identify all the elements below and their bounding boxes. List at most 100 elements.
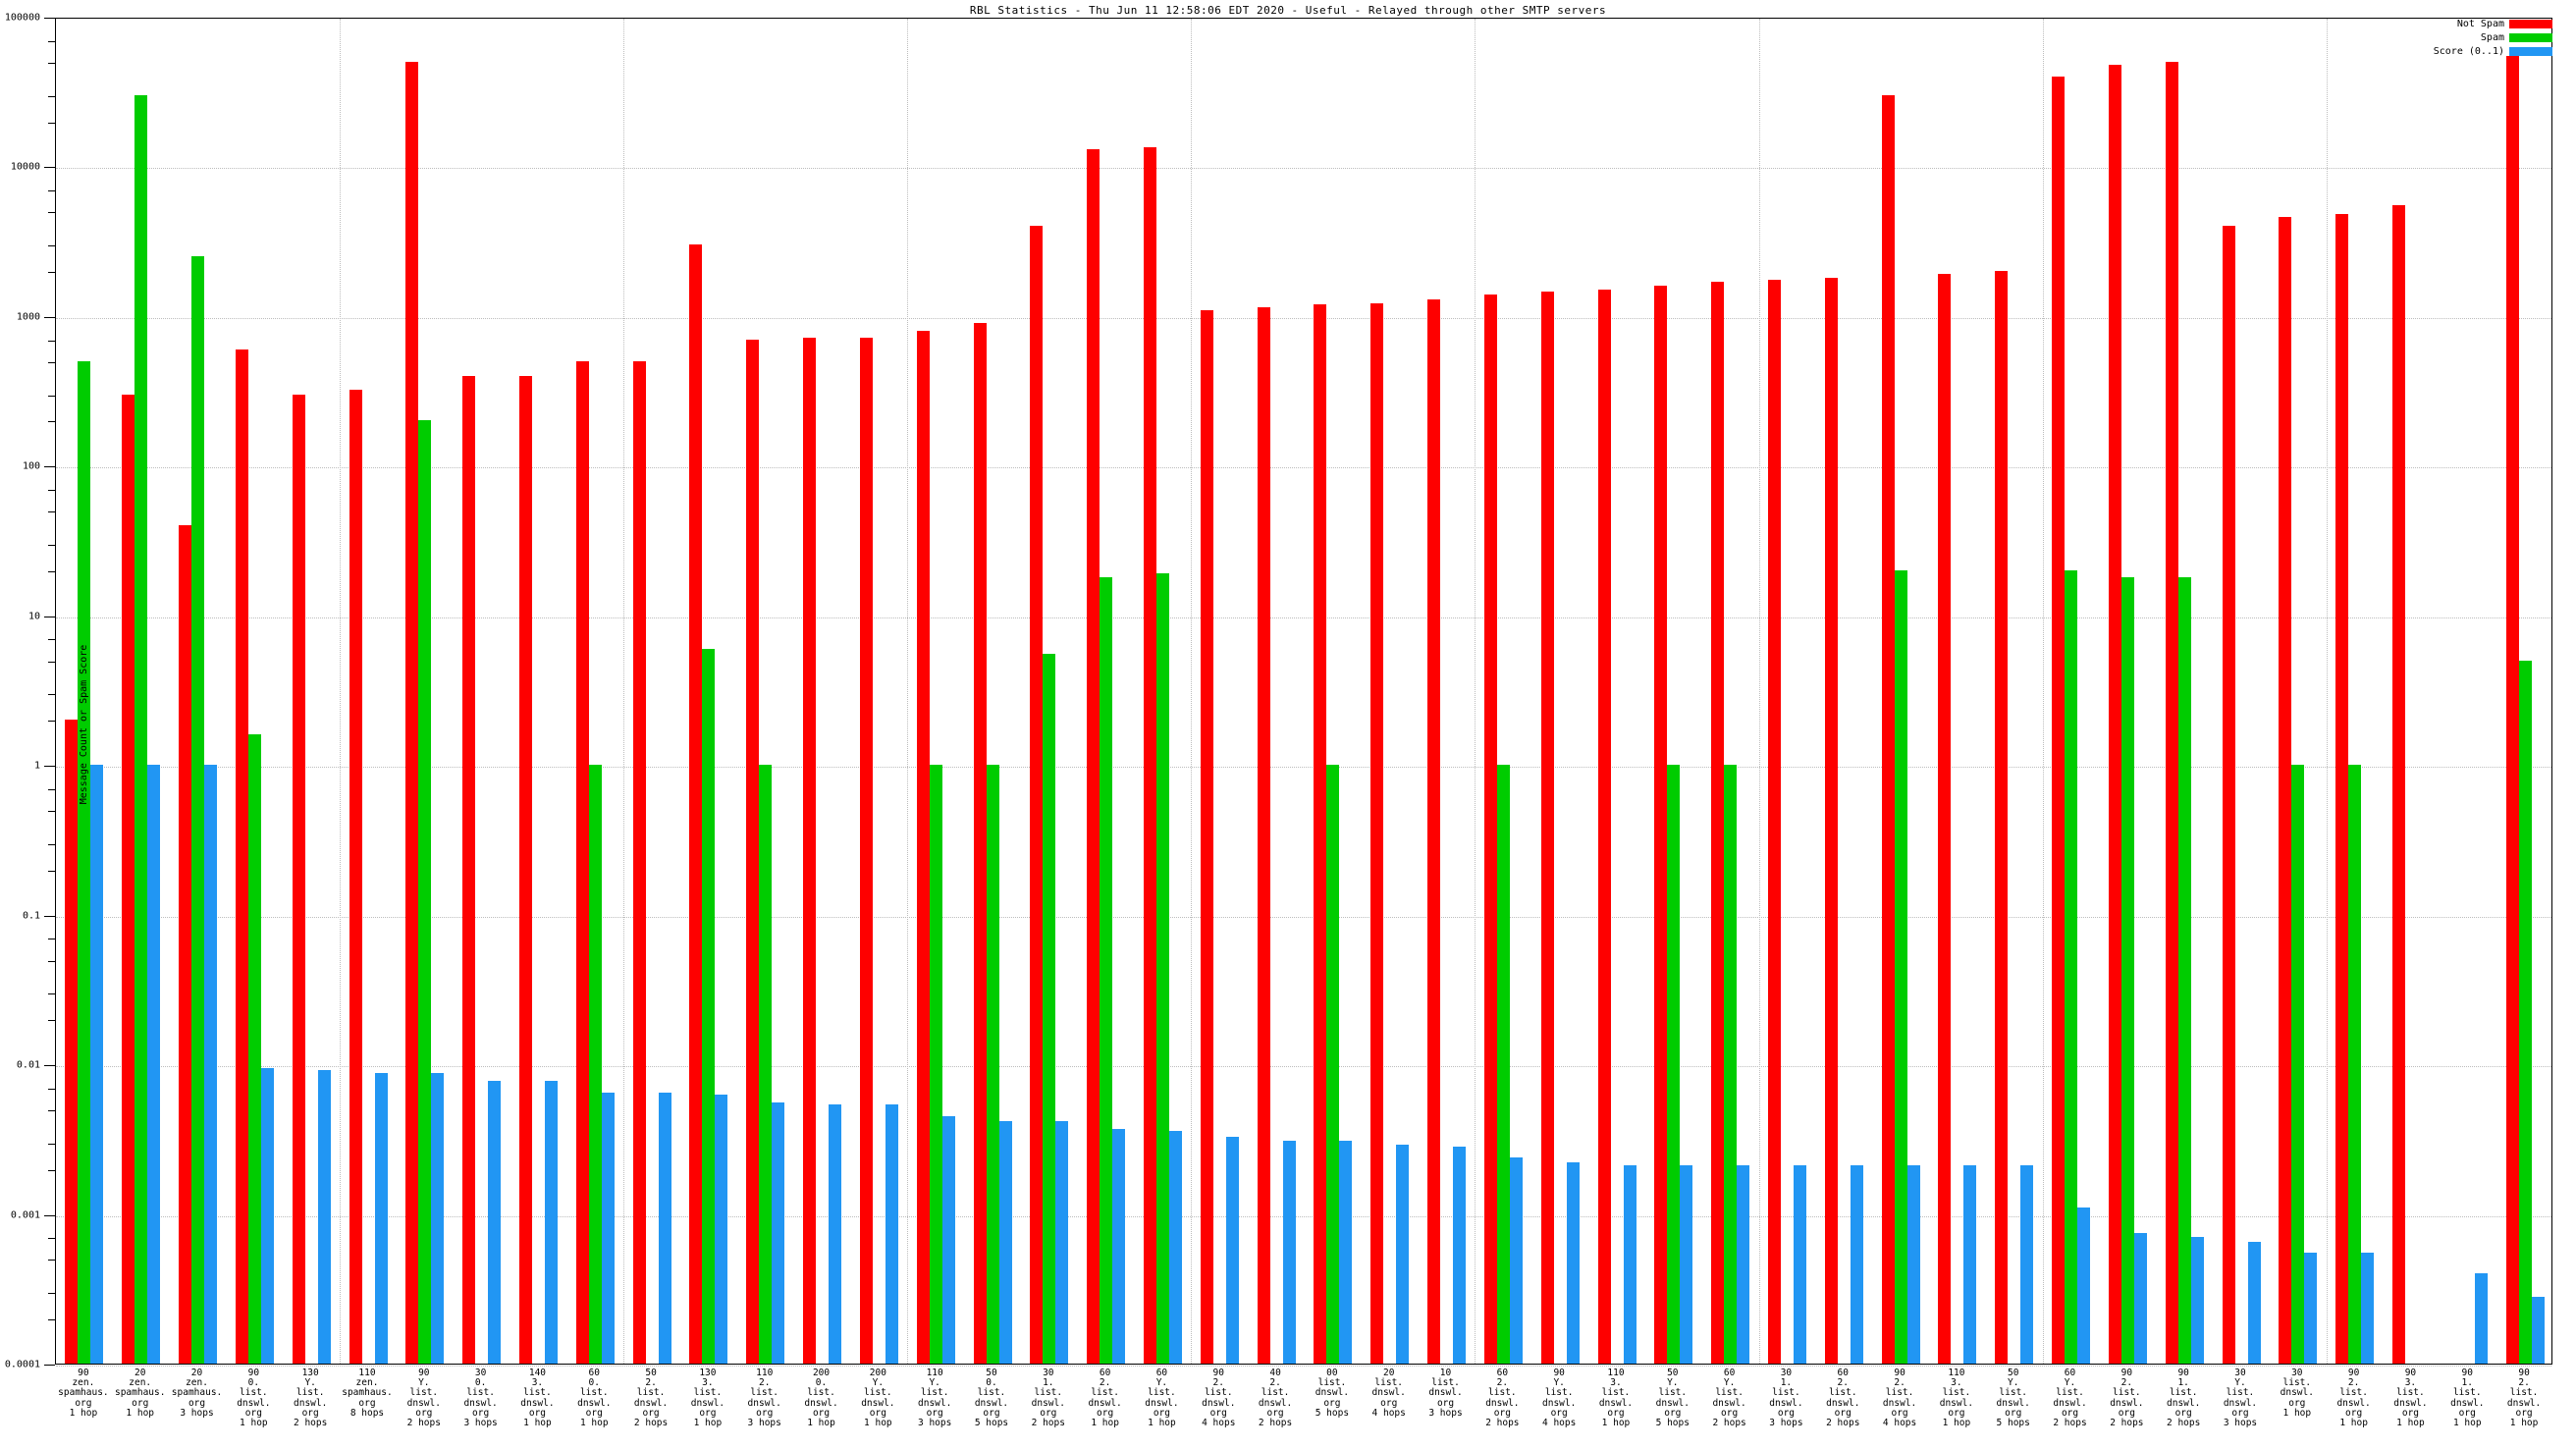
bar-score (1396, 1145, 1410, 1364)
bar-group (689, 19, 728, 1364)
bar-score (204, 765, 218, 1364)
bar-group (462, 19, 502, 1364)
bar-spam (1100, 576, 1113, 1364)
x-axis-label: 130 3. list. dnswl. org 1 hop (690, 1368, 725, 1429)
y-tick-minor (48, 190, 55, 192)
bar-score (544, 1081, 558, 1364)
y-tick-minor (48, 661, 55, 663)
x-axis-label: 110 3. list. dnswl. org 1 hop (1598, 1368, 1634, 1429)
bar-group (1314, 19, 1353, 1364)
y-tick-minor (48, 811, 55, 813)
x-axis-label: 110 3. list. dnswl. org 1 hop (1939, 1368, 1974, 1429)
bar-score (658, 1092, 671, 1364)
grid-line-vertical (340, 19, 342, 1364)
bar-spam (418, 420, 432, 1364)
x-axis-label: 00 list. dnswl. org 5 hops (1315, 1368, 1350, 1419)
grid-line-vertical (1475, 19, 1476, 1364)
x-axis-label: 90 2. list. dnswl. org 4 hops (1882, 1368, 1917, 1429)
grid-line-horizontal (56, 1215, 2551, 1217)
bar-score (147, 765, 161, 1364)
bar-spam (702, 648, 716, 1364)
bar-group (1257, 19, 1296, 1364)
y-axis-title: Message Count or Spam Score (78, 644, 89, 805)
bar-not-spam (462, 375, 476, 1364)
grid-line-horizontal (56, 317, 2551, 319)
grid-line-horizontal (56, 467, 2551, 469)
y-tick-label: 0.1 (22, 910, 40, 922)
bar-group (1143, 19, 1182, 1364)
bar-not-spam (2391, 205, 2405, 1364)
bar-group (292, 19, 331, 1364)
bar-spam (929, 765, 942, 1364)
y-tick-minor (48, 511, 55, 513)
y-tick-minor (48, 1260, 55, 1261)
bar-score (1963, 1165, 1977, 1364)
x-axis-label: 50 Y. list. dnswl. org 5 hops (1996, 1368, 2030, 1429)
bar-score (1055, 1120, 1069, 1364)
bar-group (2052, 19, 2091, 1364)
grid-line-vertical (907, 19, 909, 1364)
bar-score (1509, 1156, 1523, 1364)
y-tick-minor (48, 694, 55, 696)
y-tick-minor (48, 1143, 55, 1145)
bar-not-spam (2108, 64, 2121, 1364)
legend-swatch-spam (2509, 33, 2552, 42)
y-tick-minor (48, 1169, 55, 1171)
legend-label-not-spam: Not Spam (2456, 19, 2504, 29)
y-tick-major (44, 316, 55, 318)
x-axis-label: 30 0. list. dnswl. org 3 hops (463, 1368, 498, 1429)
bar-not-spam (803, 337, 817, 1364)
y-tick-minor (48, 870, 55, 872)
bar-group (632, 19, 671, 1364)
bar-not-spam (1767, 279, 1781, 1364)
bar-score (829, 1103, 842, 1364)
y-tick-minor (48, 788, 55, 790)
bar-score (1793, 1165, 1806, 1364)
bar-group (1087, 19, 1126, 1364)
bar-group (1995, 19, 2034, 1364)
x-axis-labels: 90 zen. spamhaus. org 1 hop 20 zen. spamh… (55, 1368, 2552, 1449)
bar-group (2335, 19, 2375, 1364)
bar-not-spam (349, 390, 362, 1364)
bar-group (405, 19, 445, 1364)
bar-score (885, 1103, 898, 1364)
bar-group (1654, 19, 1693, 1364)
bar-group (1483, 19, 1523, 1364)
y-tick-major (44, 915, 55, 917)
bar-not-spam (1143, 146, 1156, 1364)
y-tick-minor (48, 639, 55, 641)
bar-not-spam (65, 720, 79, 1364)
bar-not-spam (575, 360, 589, 1364)
bar-not-spam (2279, 216, 2292, 1364)
x-axis-label: 20 list. dnswl. org 4 hops (1371, 1368, 1406, 1419)
x-axis-label: 10 list. dnswl. org 3 hops (1428, 1368, 1463, 1419)
y-tick-minor (48, 271, 55, 273)
bar-spam (2120, 576, 2134, 1364)
bar-group (1767, 19, 1806, 1364)
bar-group (2391, 19, 2431, 1364)
x-axis-label: 200 Y. list. dnswl. org 1 hop (861, 1368, 895, 1429)
y-tick-label: 10000 (10, 161, 40, 173)
bar-group (973, 19, 1012, 1364)
x-axis-label: 90 2. list. dnswl. org 2 hops (2110, 1368, 2144, 1429)
bar-not-spam (1597, 290, 1611, 1364)
bar-score (2361, 1253, 2375, 1364)
bar-score (1906, 1165, 1920, 1364)
x-axis-label: 90 Y. list. dnswl. org 4 hops (1542, 1368, 1577, 1429)
bar-not-spam (1427, 298, 1441, 1364)
grid-line-horizontal (56, 168, 2551, 170)
bar-group (1881, 19, 1920, 1364)
y-tick-minor (48, 570, 55, 572)
x-axis-label: 30 1. list. dnswl. org 2 hops (1031, 1368, 1065, 1429)
bar-group (349, 19, 388, 1364)
bar-not-spam (518, 375, 532, 1364)
bar-score (772, 1101, 785, 1364)
y-tick-minor (48, 361, 55, 363)
x-axis-label: 50 Y. list. dnswl. org 5 hops (1655, 1368, 1690, 1429)
bar-score (1168, 1130, 1182, 1364)
grid-line-horizontal (56, 916, 2551, 918)
bar-group (1030, 19, 1069, 1364)
bar-group (2449, 19, 2488, 1364)
bar-score (715, 1094, 728, 1364)
